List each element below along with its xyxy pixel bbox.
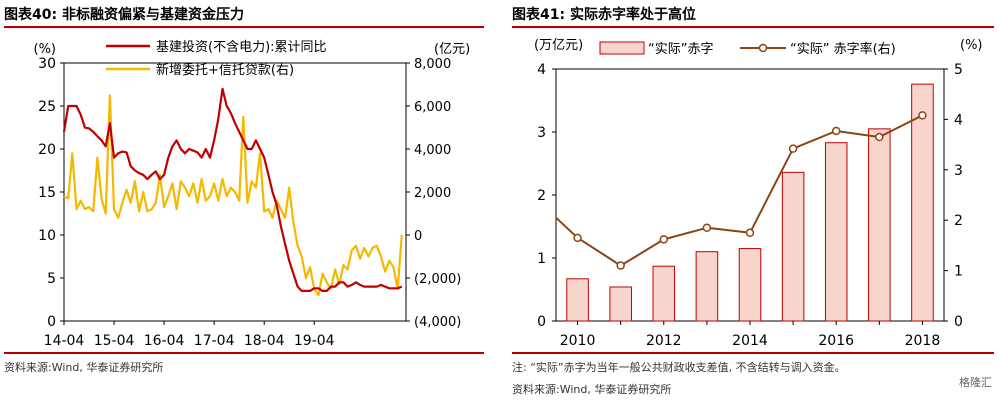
- right-y-tick-label: (4,000): [414, 315, 461, 330]
- left-y-tick-label: 15: [38, 185, 56, 201]
- deficit-bar: [609, 286, 632, 322]
- deficit-rate-chart: 0 1 2 3 4 0 1 2 3 4 5 (万亿元) (%) 2010 2012 2014 2016 2018 “…: [534, 38, 983, 349]
- x-tick-label: 2014: [732, 333, 768, 349]
- deficit-rate-point: [831, 126, 841, 136]
- x-tick-label: 16-04: [144, 333, 185, 349]
- right-y-tick-label: 2,000: [414, 186, 451, 201]
- left-bottom-rule: [4, 352, 484, 354]
- deficit-bar: [781, 171, 805, 322]
- deficit-bar: [824, 142, 848, 322]
- left-y-tick-label: 4: [537, 62, 546, 78]
- right-y-tick-label: 8,000: [414, 57, 451, 72]
- left-title-rule: [4, 26, 484, 28]
- deficit-rate-series-line: [555, 114, 923, 267]
- legend-label-infra: 基建投资(不含电力):累计同比: [156, 39, 327, 55]
- x-tick-label: 2012: [646, 333, 682, 349]
- deficit-rate-point: [573, 233, 582, 243]
- right-y-tick-label: 5: [954, 62, 963, 78]
- left-y-unit: (%): [34, 42, 57, 57]
- x-tick-label: 2018: [905, 333, 941, 349]
- right-footnote: 注: “实际”赤字为当年一般公共财政收支差值, 不含结转与调入资金。: [512, 361, 846, 374]
- left-y-tick-label: 1: [537, 251, 546, 267]
- right-y-tick-label: 2: [954, 213, 963, 229]
- deficit-bar: [695, 251, 719, 322]
- right-y-tick-label: 0: [954, 314, 963, 330]
- right-figure-label: 图表41:: [512, 7, 566, 23]
- infra-investment-series-line: [62, 87, 403, 292]
- deficit-rate-point: [616, 261, 625, 270]
- right-figure-title: 图表41: 实际赤字率处于高位: [512, 4, 696, 24]
- left-figure-label: 图表40:: [4, 7, 58, 23]
- x-tick-label: 17-04: [194, 333, 235, 349]
- right-y-unit: (%): [960, 38, 983, 53]
- left-y-tick-label: 3: [537, 125, 546, 141]
- deficit-bar: [652, 265, 676, 322]
- deficit-bar: [738, 248, 762, 322]
- right-title-rule: [512, 26, 994, 28]
- deficit-rate-point: [659, 235, 669, 244]
- right-y-unit: (亿元): [434, 42, 470, 57]
- trust-loan-series-line: [63, 94, 403, 297]
- right-figure-panel: 图表41: 实际赤字率处于高位 0 1 2 3 4 0 1 2 3 4 5 (万亿元) (%) 2010 2…: [508, 0, 1000, 406]
- infrastructure-funding-chart: 0 5 10 15 20 25 30 (4,000) (2,000) 0 2,000 4,000 6,0…: [34, 39, 471, 349]
- legend-label-trust: 新增委托+信托贷款(右): [156, 62, 294, 78]
- watermark-text: 格隆汇: [959, 376, 992, 389]
- right-y-tick-label: 6,000: [414, 100, 451, 115]
- left-y-tick-label: 5: [47, 271, 56, 287]
- left-y-tick-label: 30: [38, 56, 56, 72]
- legend-label-deficit-bar: “实际”赤字: [648, 42, 713, 57]
- deficit-bar: [868, 128, 891, 322]
- deficit-rate-point: [875, 132, 884, 142]
- deficit-rate-point: [788, 144, 798, 153]
- right-y-tick-label: 4: [954, 112, 963, 128]
- x-tick-label: 14-04: [44, 333, 85, 349]
- x-tick-label: 15-04: [94, 333, 135, 349]
- left-y-tick-label: 0: [47, 314, 56, 330]
- left-y-tick-label: 0: [537, 314, 546, 330]
- x-tick-label: 2016: [818, 333, 854, 349]
- deficit-rate-point: [918, 111, 927, 120]
- right-source-note: 资料来源:Wind, 华泰证券研究所: [512, 383, 672, 396]
- left-y-tick-label: 20: [38, 142, 56, 158]
- left-figure-heading: 非标融资偏紧与基建资金压力: [61, 7, 244, 23]
- right-figure-heading: 实际赤字率处于高位: [569, 7, 696, 23]
- left-y-tick-label: 10: [38, 228, 56, 244]
- left-y-tick-label: 2: [537, 188, 546, 204]
- left-y-unit: (万亿元): [534, 38, 583, 53]
- deficit-rate-point: [745, 228, 755, 238]
- legend-swatch-deficit-bar: [599, 41, 645, 55]
- right-bottom-rule: [512, 352, 994, 354]
- right-y-tick-label: 4,000: [414, 143, 451, 158]
- left-y-tick-label: 25: [38, 99, 56, 115]
- right-y-tick-label: 0: [414, 229, 422, 244]
- x-tick-label: 18-04: [244, 333, 285, 349]
- legend-marker-deficit-rate: [758, 43, 768, 53]
- deficit-bar: [566, 278, 589, 322]
- left-figure-title: 图表40: 非标融资偏紧与基建资金压力: [4, 4, 244, 24]
- left-figure-panel: 图表40: 非标融资偏紧与基建资金压力 0 5 10 15 20 25 30 (4,000) (…: [0, 0, 490, 406]
- legend-label-deficit-rate: “实际” 赤字率(右): [790, 41, 896, 57]
- deficit-rate-point: [702, 223, 712, 233]
- left-source-note: 资料来源:Wind, 华泰证券研究所: [4, 361, 164, 374]
- right-y-tick-label: 1: [954, 264, 963, 280]
- right-y-tick-label: 3: [954, 163, 963, 179]
- x-tick-label: 2010: [560, 333, 596, 349]
- x-tick-label: 19-04: [294, 333, 335, 349]
- right-y-tick-label: (2,000): [414, 272, 461, 287]
